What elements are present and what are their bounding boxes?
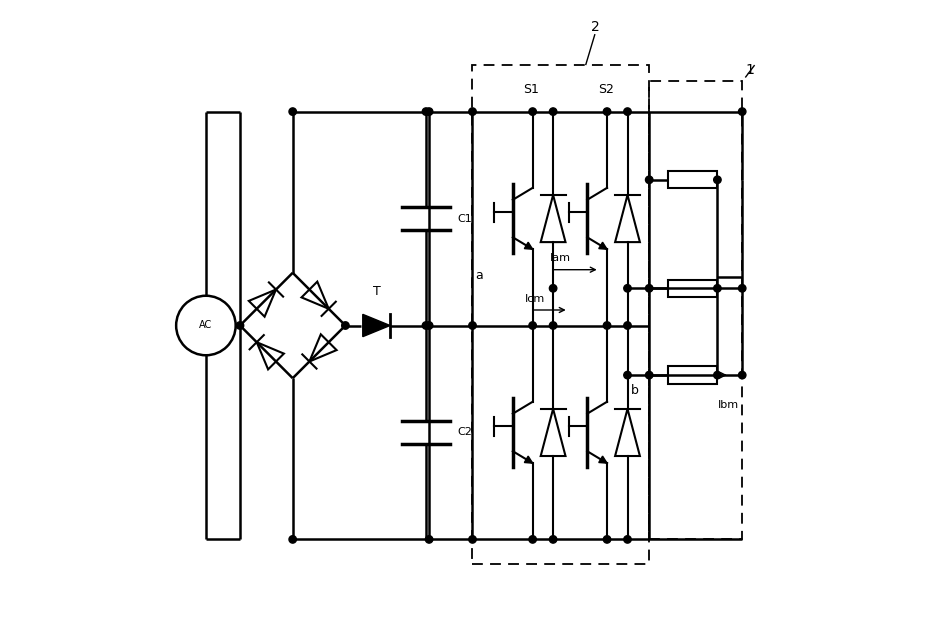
Circle shape xyxy=(602,536,610,543)
Circle shape xyxy=(529,536,536,543)
Polygon shape xyxy=(598,242,606,249)
Circle shape xyxy=(548,108,556,115)
Text: Icm: Icm xyxy=(525,294,545,304)
Circle shape xyxy=(645,371,652,379)
Polygon shape xyxy=(524,456,532,463)
Circle shape xyxy=(342,322,348,329)
Circle shape xyxy=(289,536,296,543)
Circle shape xyxy=(737,285,745,292)
Circle shape xyxy=(623,285,631,292)
Circle shape xyxy=(623,108,631,115)
Circle shape xyxy=(468,322,476,329)
Circle shape xyxy=(425,536,432,543)
Circle shape xyxy=(713,371,720,379)
Text: 1: 1 xyxy=(745,63,753,78)
Bar xyxy=(667,366,716,384)
Circle shape xyxy=(645,285,652,292)
Text: S1: S1 xyxy=(523,83,539,96)
Polygon shape xyxy=(524,242,532,249)
Text: b: b xyxy=(630,384,638,397)
Text: a: a xyxy=(475,269,482,282)
Circle shape xyxy=(548,536,556,543)
Circle shape xyxy=(623,322,631,329)
Circle shape xyxy=(623,371,631,379)
Circle shape xyxy=(623,536,631,543)
Text: Ibm: Ibm xyxy=(716,400,738,410)
Circle shape xyxy=(548,285,556,292)
Text: T: T xyxy=(372,285,379,298)
Text: AC: AC xyxy=(199,321,212,330)
Text: 2: 2 xyxy=(590,20,598,34)
Circle shape xyxy=(602,108,610,115)
Circle shape xyxy=(713,176,720,184)
Circle shape xyxy=(737,108,745,115)
Circle shape xyxy=(529,322,536,329)
Circle shape xyxy=(548,322,556,329)
Circle shape xyxy=(422,322,430,329)
Circle shape xyxy=(529,108,536,115)
Bar xyxy=(667,280,716,297)
Polygon shape xyxy=(362,314,390,337)
Circle shape xyxy=(645,176,652,184)
Circle shape xyxy=(289,108,296,115)
Text: C1: C1 xyxy=(457,213,471,224)
Circle shape xyxy=(737,371,745,379)
Circle shape xyxy=(422,108,430,115)
Circle shape xyxy=(468,536,476,543)
Circle shape xyxy=(713,285,720,292)
Bar xyxy=(667,171,716,188)
Text: C2: C2 xyxy=(457,427,471,438)
Polygon shape xyxy=(598,456,606,463)
Circle shape xyxy=(236,322,244,329)
Circle shape xyxy=(602,322,610,329)
Circle shape xyxy=(425,322,432,329)
Text: S2: S2 xyxy=(598,83,613,96)
Text: Iam: Iam xyxy=(549,254,570,264)
Circle shape xyxy=(468,108,476,115)
Circle shape xyxy=(425,108,432,115)
